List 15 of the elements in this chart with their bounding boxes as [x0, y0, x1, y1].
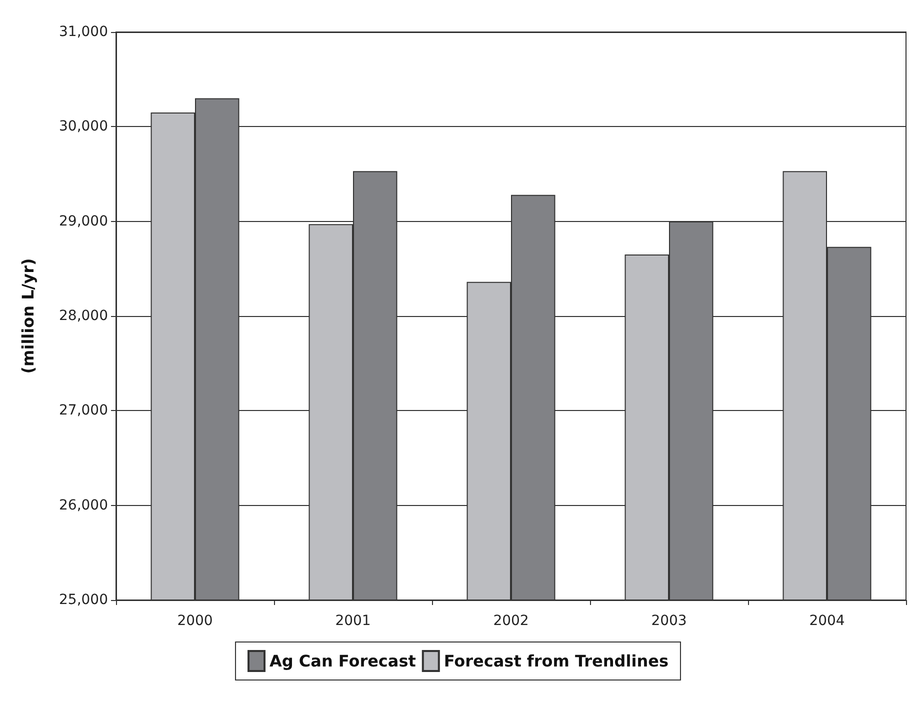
- legend-label: Forecast from Trendlines: [444, 652, 668, 670]
- x-tick-label: 2002: [493, 613, 529, 629]
- y-tick-label: 28,000: [59, 308, 108, 324]
- y-tick-label: 26,000: [59, 497, 108, 514]
- y-tick-label: 31,000: [59, 24, 108, 40]
- legend-label: Ag Can Forecast: [270, 652, 416, 670]
- x-tick-label: 2001: [335, 613, 371, 629]
- x-tick-label: 2000: [177, 613, 213, 629]
- y-tick-label: 29,000: [59, 213, 108, 230]
- y-tick-label: 27,000: [59, 402, 108, 419]
- x-tick-label: 2003: [651, 613, 687, 629]
- y-axis-title: (million L/yr): [18, 258, 38, 374]
- y-tick-label: 30,000: [59, 118, 108, 135]
- y-tick-label: 25,000: [59, 592, 108, 608]
- x-tick-label: 2004: [809, 613, 845, 629]
